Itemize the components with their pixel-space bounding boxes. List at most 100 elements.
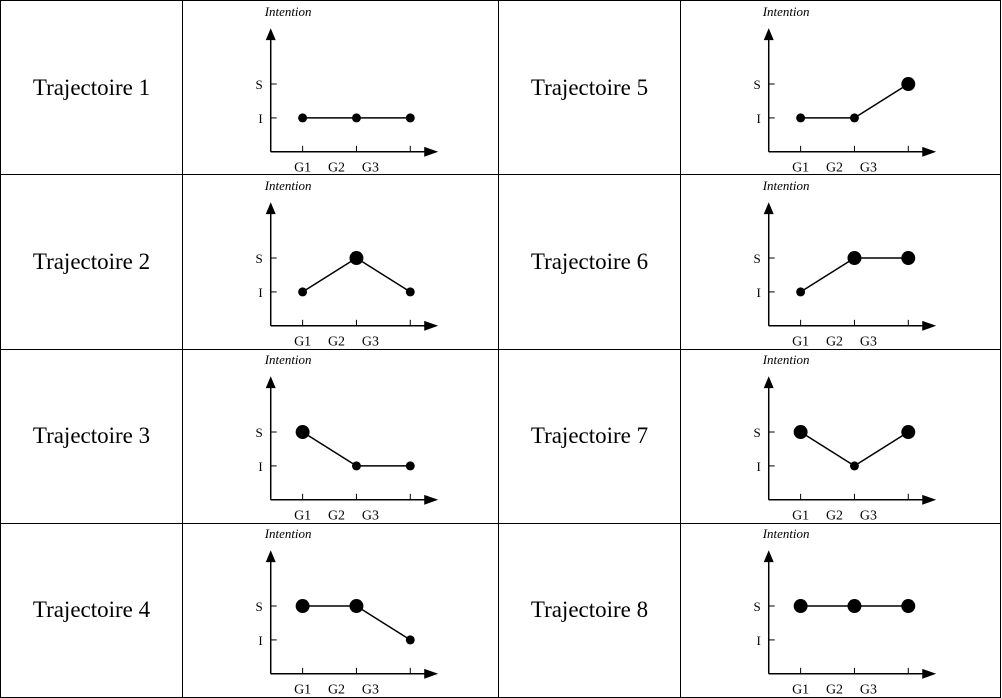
x-axis-arrow-icon <box>424 669 439 680</box>
y-level-label: S <box>754 599 761 614</box>
y-axis-label: Intention <box>264 527 312 542</box>
trajectory-label-1: Trajectoire 1 <box>0 0 183 176</box>
x-category-label: G3 <box>860 683 877 696</box>
table-row: Trajectoire 4 Intention I S G1 G2 G3 Trajecto… <box>0 522 1001 698</box>
trajectory-chart-1: Intention I S G1 G2 G3 <box>256 4 439 174</box>
data-point <box>793 599 808 614</box>
data-point <box>849 113 859 123</box>
y-axis-arrow-icon <box>265 376 276 389</box>
y-axis-label: Intention <box>264 4 312 19</box>
y-level-label: I <box>756 633 760 648</box>
data-point <box>405 635 415 645</box>
data-point <box>298 287 308 297</box>
y-axis-arrow-icon <box>265 202 276 215</box>
y-level-label: I <box>258 111 262 126</box>
y-axis-label: Intention <box>762 527 810 542</box>
y-level-label: I <box>258 285 262 300</box>
data-point <box>849 461 859 471</box>
data-point <box>405 461 415 471</box>
y-axis-arrow-icon <box>265 550 276 563</box>
x-category-label: G2 <box>328 683 345 696</box>
data-point <box>405 287 415 297</box>
y-axis-label: Intention <box>762 352 810 367</box>
data-point <box>349 599 364 614</box>
trajectory-plot-3: Intention I S G1 G2 G3 <box>182 348 499 524</box>
x-category-label: G2 <box>826 509 843 522</box>
y-axis-label: Intention <box>264 178 312 193</box>
y-level-label: S <box>256 599 263 614</box>
y-axis-label: Intention <box>264 352 312 367</box>
data-point <box>349 250 364 265</box>
x-category-label: G3 <box>362 160 379 173</box>
x-category-label: G2 <box>328 509 345 522</box>
data-point <box>796 287 806 297</box>
trajectory-chart-7: Intention I S G1 G2 G3 <box>754 352 937 522</box>
x-category-label: G1 <box>294 160 311 173</box>
data-point <box>901 599 916 614</box>
y-level-label: I <box>258 459 262 474</box>
data-point <box>405 113 415 123</box>
y-axis-arrow-icon <box>763 376 774 389</box>
trajectory-chart-3: Intention I S G1 G2 G3 <box>256 352 439 522</box>
x-category-label: G1 <box>294 335 311 348</box>
x-category-label: G1 <box>294 509 311 522</box>
y-axis-label: Intention <box>762 178 810 193</box>
trajectory-plot-4: Intention I S G1 G2 G3 <box>182 522 499 698</box>
data-point <box>295 425 310 440</box>
data-point <box>847 599 862 614</box>
x-axis-arrow-icon <box>922 494 937 505</box>
trajectory-label-7: Trajectoire 7 <box>498 348 681 524</box>
y-axis-arrow-icon <box>763 550 774 563</box>
x-category-label: G1 <box>294 683 311 696</box>
data-point <box>351 461 361 471</box>
trajectory-plot-6: Intention I S G1 G2 G3 <box>680 174 1001 350</box>
trajectory-plot-5: Intention I S G1 G2 G3 <box>680 0 1001 176</box>
table-row: Trajectoire 3 Intention I S G1 G2 G3 Trajecto… <box>0 348 1001 524</box>
x-category-label: G3 <box>860 335 877 348</box>
trajectory-chart-5: Intention I S G1 G2 G3 <box>754 4 937 174</box>
x-category-label: G3 <box>362 335 379 348</box>
y-level-label: S <box>256 251 263 266</box>
y-level-label: S <box>754 251 761 266</box>
x-axis-arrow-icon <box>922 320 937 331</box>
y-axis-arrow-icon <box>265 27 276 40</box>
trajectory-chart-4: Intention I S G1 G2 G3 <box>256 527 439 696</box>
trajectory-line <box>302 431 411 467</box>
x-axis-arrow-icon <box>922 146 937 157</box>
trajectory-chart-6: Intention I S G1 G2 G3 <box>754 178 937 348</box>
trajectory-plot-7: Intention I S G1 G2 G3 <box>680 348 1001 524</box>
y-axis-label: Intention <box>762 4 810 19</box>
y-level-label: S <box>256 77 263 92</box>
y-level-label: I <box>756 111 760 126</box>
trajectory-plot-8: Intention I S G1 G2 G3 <box>680 522 1001 698</box>
trajectory-label-2: Trajectoire 2 <box>0 174 183 350</box>
trajectory-line <box>800 431 909 467</box>
x-category-label: G2 <box>826 160 843 173</box>
trajectory-label-4: Trajectoire 4 <box>0 522 183 698</box>
data-point <box>793 425 808 440</box>
trajectory-plot-1: Intention I S G1 G2 G3 <box>182 0 499 176</box>
x-category-label: G2 <box>826 335 843 348</box>
data-point <box>901 425 916 440</box>
data-point <box>351 113 361 123</box>
x-axis-arrow-icon <box>922 669 937 680</box>
data-point <box>295 599 310 614</box>
x-category-label: G1 <box>792 509 809 522</box>
y-level-label: I <box>756 459 760 474</box>
data-point <box>901 250 916 265</box>
table-row: Trajectoire 1 Intention I S G1 G2 G3 Trajecto… <box>0 0 1001 176</box>
data-point <box>847 250 862 265</box>
y-level-label: I <box>756 285 760 300</box>
trajectory-label-8: Trajectoire 8 <box>498 522 681 698</box>
x-category-label: G2 <box>328 160 345 173</box>
x-category-label: G3 <box>362 683 379 696</box>
y-axis-arrow-icon <box>763 27 774 40</box>
y-axis-arrow-icon <box>763 202 774 215</box>
trajectory-chart-8: Intention I S G1 G2 G3 <box>754 527 937 696</box>
trajectory-label-5: Trajectoire 5 <box>498 0 681 176</box>
data-point <box>298 113 308 123</box>
x-axis-arrow-icon <box>424 320 439 331</box>
trajectory-chart-2: Intention I S G1 G2 G3 <box>256 178 439 348</box>
x-category-label: G3 <box>860 509 877 522</box>
x-category-label: G2 <box>826 683 843 696</box>
